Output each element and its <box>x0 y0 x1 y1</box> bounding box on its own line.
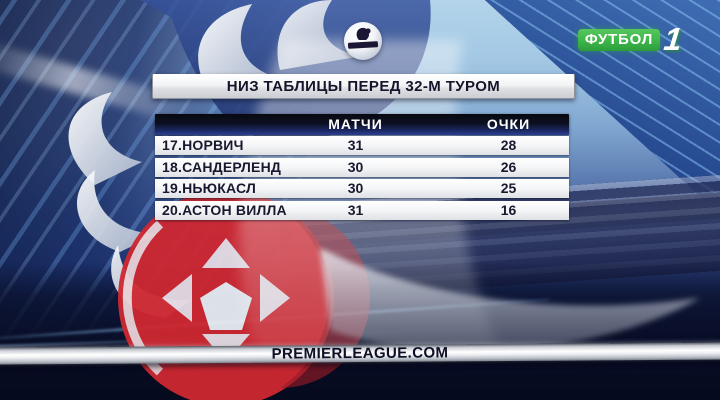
row-position: 19. <box>162 180 183 196</box>
channel-logo-label: ФУТБОЛ <box>584 31 654 48</box>
row-team-name: НОРВИЧ <box>182 137 244 153</box>
badge-lion-art <box>347 27 379 49</box>
row-team: 19.НЬЮКАСЛ <box>162 179 256 198</box>
row-team: 20.АСТОН ВИЛЛА <box>162 201 287 220</box>
channel-logo: ФУТБОЛ <box>578 29 660 51</box>
row-matches: 30 <box>347 159 364 175</box>
row-points: 16 <box>500 202 517 218</box>
page-title: НИЗ ТАБЛИЦЫ ПЕРЕД 32-М ТУРОМ <box>226 78 501 95</box>
row-position: 17. <box>162 137 183 153</box>
row-team: 17.НОРВИЧ <box>162 136 244 155</box>
table-row: 17.НОРВИЧ 31 28 <box>155 136 569 155</box>
row-points: 25 <box>500 180 517 196</box>
table-row: 20.АСТОН ВИЛЛА 31 16 <box>155 201 569 220</box>
footer-url: PREMIERLEAGUE.COM <box>271 344 449 363</box>
table-header: МАТЧИ ОЧКИ <box>155 114 569 135</box>
channel-logo-number: 1 <box>662 21 684 57</box>
table-row: 18.САНДЕРЛЕНД 30 26 <box>155 158 569 177</box>
row-matches: 30 <box>347 180 364 196</box>
row-team-name: АСТОН ВИЛЛА <box>182 202 287 218</box>
row-matches: 31 <box>347 202 364 218</box>
row-position: 18. <box>162 159 183 175</box>
table-row: 19.НЬЮКАСЛ 30 25 <box>155 179 569 198</box>
row-team-name: САНДЕРЛЕНД <box>182 159 282 175</box>
row-team-name: НЬЮКАСЛ <box>182 180 256 196</box>
column-header-matches: МАТЧИ <box>328 116 383 132</box>
row-team: 18.САНДЕРЛЕНД <box>162 158 281 177</box>
row-points: 26 <box>500 159 517 175</box>
row-points: 28 <box>500 137 517 153</box>
row-position: 20. <box>162 202 183 218</box>
column-header-points: ОЧКИ <box>486 116 531 132</box>
premier-league-badge-icon <box>344 22 382 60</box>
row-matches: 31 <box>347 137 364 153</box>
title-bar: НИЗ ТАБЛИЦЫ ПЕРЕД 32-М ТУРОМ <box>152 74 575 99</box>
